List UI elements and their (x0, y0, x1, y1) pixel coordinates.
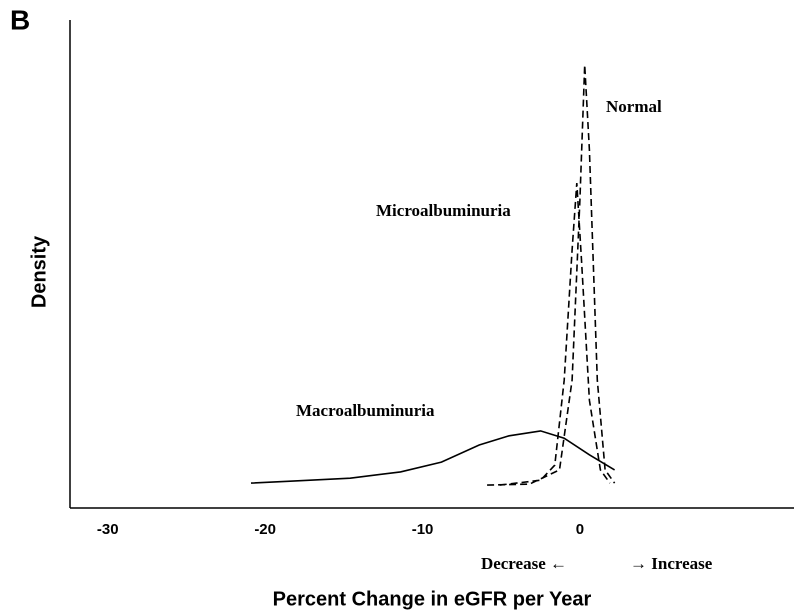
direction-label: Decrease ← (481, 554, 567, 573)
density-curve (250, 430, 616, 484)
x-tick-label: 0 (576, 521, 584, 538)
curve-label: Macroalbuminuria (296, 401, 435, 420)
x-axis-label: Percent Change in eGFR per Year (273, 588, 592, 610)
curve-label: Microalbuminuria (376, 201, 511, 220)
density-curve (487, 64, 616, 486)
x-tick-label: -20 (254, 521, 276, 538)
direction-label: → Increase (630, 554, 713, 573)
curve-label: Normal (606, 97, 662, 116)
y-axis-label: Density (28, 235, 50, 308)
x-tick-label: -30 (97, 521, 119, 538)
density-curve (499, 182, 611, 486)
panel-label: B (10, 4, 30, 35)
x-tick-label: -10 (412, 521, 434, 538)
